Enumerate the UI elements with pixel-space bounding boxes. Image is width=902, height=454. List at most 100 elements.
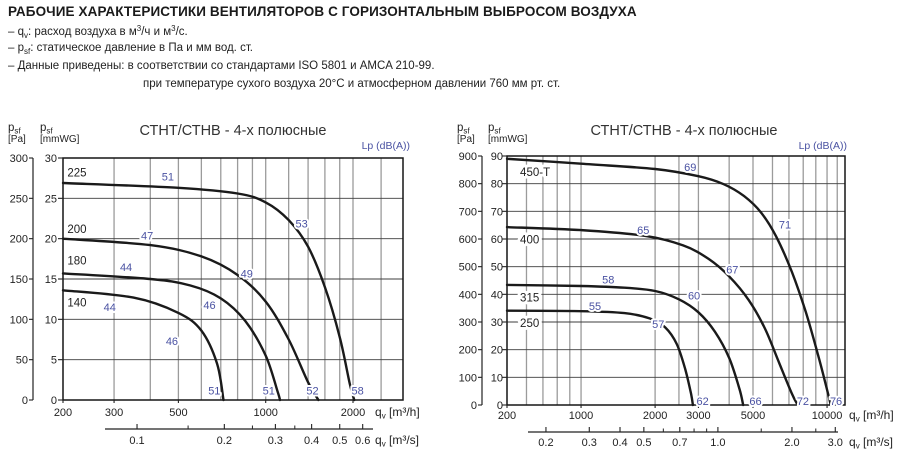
m3h-axis: 200 1000 2000 3000 5000 10000 qv [m³/h]	[498, 405, 894, 424]
pa-axis: 900 800 700 600 500 400 300 200 100 0	[459, 151, 483, 412]
mmwg-axis-name: psf	[40, 122, 53, 136]
m3h-unit-label: qv [m³/h]	[375, 405, 420, 421]
curve-140	[61, 289, 225, 402]
pa-axis-unit: [Pa]	[457, 134, 475, 145]
model-label-180: 180	[67, 255, 86, 267]
model-label-315: 315	[520, 293, 539, 305]
m3h-tick-label: 2000	[341, 407, 365, 419]
m3s-tick-label: 0.2	[217, 435, 232, 447]
m3s-axis: 0.1 0.2 0.3 0.4 0.5 0.6 qv [m³/s]	[105, 424, 419, 449]
curve-200	[61, 237, 320, 402]
page-title: РАБОЧИЕ ХАРАКТЕРИСТИКИ ВЕНТИЛЯТОРОВ С ГО…	[8, 4, 637, 19]
m3s-tick-label: 0.6	[355, 435, 370, 447]
mmwg-tick-label: 0	[497, 400, 503, 412]
db-label: 65	[637, 225, 649, 237]
note-standards: – Данные приведены: в соответствии со ст…	[8, 60, 435, 72]
curve-315	[505, 283, 745, 407]
lp-dba-label: Lp (dB(A))	[362, 140, 410, 152]
lp-dba-label: Lp (dB(A))	[799, 140, 847, 152]
m3s-tick-label: 0.3	[268, 435, 283, 447]
mmwg-tick-label: 5	[51, 355, 57, 367]
pa-axis-name: psf	[8, 122, 21, 136]
m3s-axis: 0.2 0.3 0.4 0.5 0.7 1.0 2.0 3.0 qv [m³/s]	[528, 427, 893, 451]
mmwg-axis-name: psf	[488, 122, 501, 136]
pa-axis: 300 250 200 150 100 50 0	[10, 153, 34, 407]
mmwg-tick-label: 20	[491, 345, 503, 357]
curve-250	[505, 309, 695, 407]
mmwg-tick-label: 30	[491, 317, 503, 329]
m3h-tick-label: 3000	[686, 410, 710, 422]
m3s-tick-label: 0.3	[582, 437, 597, 449]
mmwg-tick-label: 15	[45, 274, 57, 286]
db-label: 44	[120, 262, 132, 274]
pa-tick-label: 300	[459, 317, 477, 329]
m3h-tick-label: 200	[54, 407, 72, 419]
m3s-tick-label: 0.5	[636, 437, 651, 449]
db-label: 46	[166, 336, 178, 348]
pa-tick-label: 400	[459, 289, 477, 301]
pa-tick-label: 800	[459, 179, 477, 191]
m3h-axis: 200 300 500 1000 2000 qv [m³/h]	[54, 400, 420, 421]
pa-tick-label: 0	[471, 400, 477, 412]
pa-tick-label: 150	[10, 274, 28, 286]
m3h-tick-label: 5000	[741, 410, 765, 422]
m3h-tick-label: 1000	[253, 407, 277, 419]
db-label: 51	[263, 385, 275, 397]
model-label-225: 225	[67, 168, 86, 180]
db-label: 71	[779, 219, 791, 231]
m3h-tick-label: 1000	[569, 410, 593, 422]
mmwg-axis-unit: [mmWG]	[488, 134, 528, 145]
note-airflow: – qv: расход воздуха в м3/ч и м3/с.	[8, 24, 188, 40]
m3s-tick-label: 1.0	[710, 437, 725, 449]
chart-0: 300250200150100500302520151050psf[Pa]psf…	[8, 122, 420, 449]
curve-180	[61, 272, 282, 402]
pa-axis-unit: [Pa]	[8, 134, 26, 145]
model-label-400: 400	[520, 235, 539, 247]
m3h-tick-label: 2000	[643, 410, 667, 422]
m3s-tick-label: 0.4	[612, 437, 627, 449]
model-label-250: 250	[520, 318, 539, 330]
pa-tick-label: 100	[10, 314, 28, 326]
chart-title: СТНТ/СТНВ - 4-х полюсные	[591, 123, 778, 139]
m3s-tick-label: 0.1	[129, 435, 144, 447]
mmwg-tick-label: 50	[491, 262, 503, 274]
chart-title: СТНТ/СТНВ - 4-х полюсные	[140, 123, 327, 139]
db-label: 76	[830, 396, 842, 408]
curve-225	[61, 181, 356, 402]
pa-axis-name: psf	[457, 122, 470, 136]
db-label: 47	[141, 230, 153, 242]
db-label: 46	[203, 300, 215, 312]
db-label: 55	[589, 301, 601, 313]
pa-tick-label: 200	[10, 234, 28, 246]
db-label: 58	[602, 275, 614, 287]
db-label: 66	[749, 396, 761, 408]
pa-tick-label: 250	[10, 193, 28, 205]
pa-tick-label: 100	[459, 372, 477, 384]
vertical-gridlines	[525, 156, 838, 405]
db-label: 51	[162, 172, 174, 184]
m3s-tick-label: 0.4	[304, 435, 319, 447]
mmwg-tick-label: 10	[45, 314, 57, 326]
m3s-tick-label: 0.5	[332, 435, 347, 447]
mmwg-tick-label: 60	[491, 234, 503, 246]
note-conditions: при температуре сухого воздуха 20°С и ат…	[143, 78, 561, 90]
curve-400	[505, 225, 799, 407]
m3s-tick-label: 0.7	[672, 437, 687, 449]
db-label: 69	[684, 162, 696, 174]
plot-frame	[506, 155, 846, 406]
db-label: 72	[797, 396, 809, 408]
pa-tick-label: 200	[459, 345, 477, 357]
db-label: 49	[241, 268, 253, 280]
db-label: 52	[306, 385, 318, 397]
db-label: 44	[104, 302, 116, 314]
pa-tick-label: 300	[10, 153, 28, 165]
mmwg-axis-unit: [mmWG]	[40, 134, 80, 145]
mmwg-axis: 90 80 70 60 50 40 30 20 10 0	[491, 151, 507, 412]
mmwg-tick-label: 90	[491, 151, 503, 163]
curve-450-T	[505, 157, 832, 407]
m3h-tick-label: 300	[105, 407, 123, 419]
m3s-unit-label: qv [m³/s]	[375, 433, 419, 449]
mmwg-tick-label: 20	[45, 234, 57, 246]
mmwg-tick-label: 30	[45, 153, 57, 165]
